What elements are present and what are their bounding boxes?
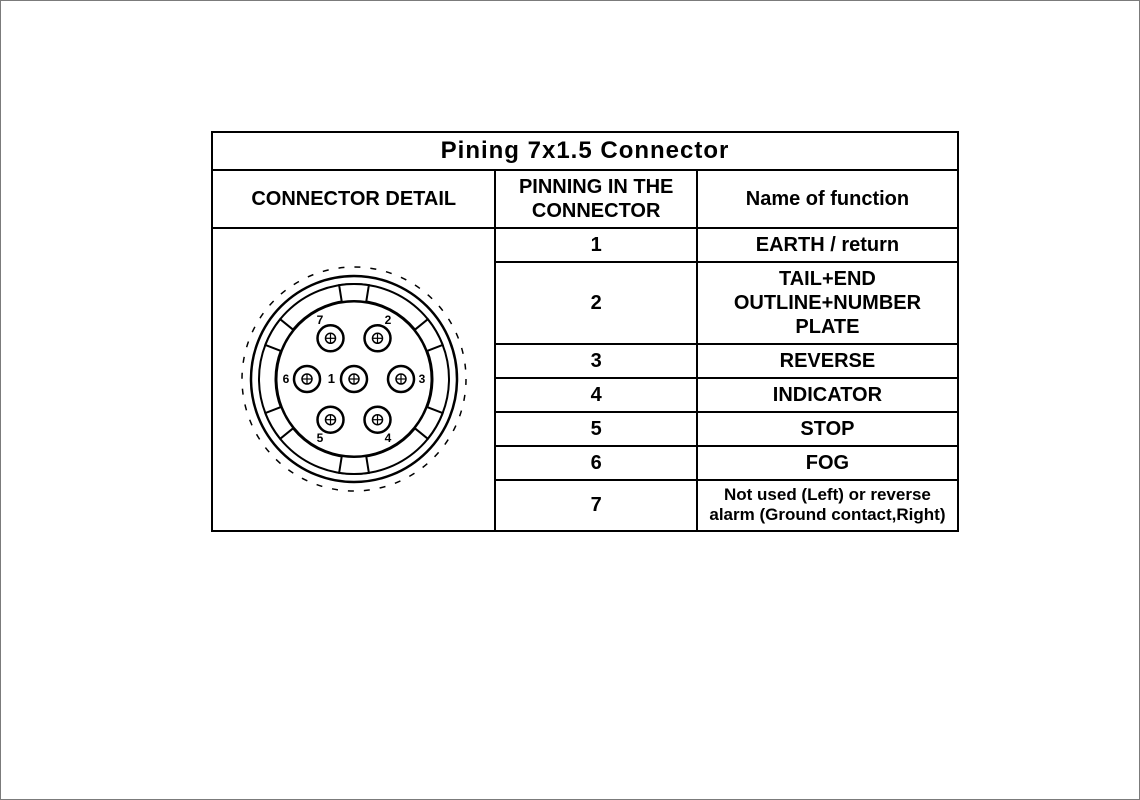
pin-function: FOG [697, 446, 958, 480]
pin-number: 5 [495, 412, 696, 446]
svg-text:6: 6 [282, 372, 289, 386]
table-title: Pining 7x1.5 Connector [212, 132, 958, 170]
pin-number: 4 [495, 378, 696, 412]
pin-function: Not used (Left) or reverse alarm (Ground… [697, 480, 958, 531]
svg-text:4: 4 [384, 431, 391, 445]
pin-number: 3 [495, 344, 696, 378]
header-row: CONNECTOR DETAIL PINNING IN THE CONNECTO… [212, 170, 958, 228]
header-function: Name of function [697, 170, 958, 228]
pin-function: STOP [697, 412, 958, 446]
table-row: 1234567 1 EARTH / return [212, 228, 958, 262]
svg-text:5: 5 [316, 431, 323, 445]
pin-number: 1 [495, 228, 696, 262]
connector-face-diagram: 1 2 3 4 5 6 7 [224, 244, 484, 514]
title-row: Pining 7x1.5 Connector [212, 132, 958, 170]
pin-function: INDICATOR [697, 378, 958, 412]
connector-pinout-table: Pining 7x1.5 Connector CONNECTOR DETAIL … [211, 131, 959, 532]
svg-text:1: 1 [328, 371, 335, 386]
pin-number: 2 [495, 262, 696, 344]
pin-function: TAIL+END OUTLINE+NUMBER PLATE [697, 262, 958, 344]
pin-function: EARTH / return [697, 228, 958, 262]
svg-text:3: 3 [418, 372, 425, 386]
header-pinning: PINNING IN THE CONNECTOR [495, 170, 696, 228]
header-connector-detail: CONNECTOR DETAIL [212, 170, 495, 228]
pin-function: REVERSE [697, 344, 958, 378]
content-area: Pining 7x1.5 Connector CONNECTOR DETAIL … [1, 1, 1139, 799]
svg-text:7: 7 [316, 314, 323, 328]
pin-number: 7 [495, 480, 696, 531]
connector-diagram-cell: 1 2 3 4 5 6 7 [212, 228, 495, 531]
page-frame: Pining 7x1.5 Connector CONNECTOR DETAIL … [0, 0, 1140, 800]
svg-text:2: 2 [384, 314, 391, 328]
pin-number: 6 [495, 446, 696, 480]
